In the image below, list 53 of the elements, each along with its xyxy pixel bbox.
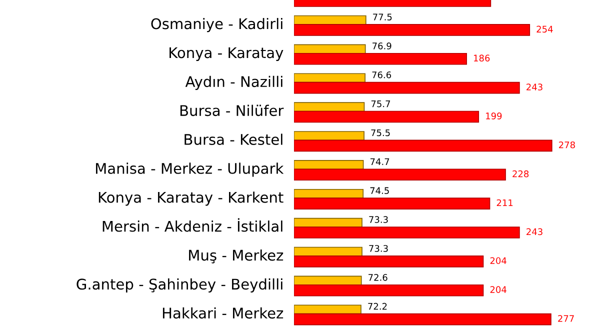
bar [294,218,362,228]
bar [294,102,365,112]
y-tick-label: Osmaniye - Kadirli [151,18,282,32]
bar [294,168,506,181]
bar [294,52,467,65]
y-tick-label: Hakkari - Merkez [162,307,284,319]
data-label: 243 [526,84,542,90]
data-label: 75.7 [371,100,390,108]
y-tick-label: Aydın - Nazilli [185,76,282,90]
y-tick-label: Konya - Karatay - Karkent [98,192,284,206]
data-label: 228 [512,170,529,178]
bar [294,276,362,286]
bar [294,198,490,210]
bar [294,140,552,152]
data-label: 72.2 [368,302,387,310]
data-label: 211 [496,199,513,206]
data-label: 254 [536,26,553,33]
bar [294,15,366,25]
bar [294,73,366,83]
bar [294,110,480,123]
data-label: 74.7 [370,158,390,165]
bar [294,246,362,256]
data-label: 243 [526,228,542,236]
bar [294,44,366,54]
y-tick-label: Mersin - Akdeniz - İstiklal [102,218,282,232]
y-tick-label: Bursa - Nilüfer [180,104,284,116]
y-tick-label: Manisa - Merkez - Ulupark [96,162,284,177]
bar [294,284,484,296]
data-label: 74.5 [370,187,389,194]
data-label: 278 [559,141,575,148]
data-label: 72.6 [368,274,388,281]
y-tick-label: Muş - Merkez [189,249,284,264]
data-label: 73.3 [369,245,388,252]
bar [294,304,362,314]
bar [294,82,520,94]
bar [294,313,552,326]
data-label: 186 [474,54,490,62]
data-label: 204 [490,286,506,293]
data-label: 73.3 [369,216,388,223]
y-tick-label: G.antep - Şahinbey - Beydilli [76,278,282,292]
data-label: 75.5 [371,129,390,136]
bar [294,24,530,36]
bar [294,226,520,238]
data-label: 76.9 [372,42,392,50]
data-label: 204 [490,257,506,264]
data-label: 77.5 [373,14,392,20]
data-label: 277 [558,315,574,322]
bar [294,256,484,268]
y-tick-label: Konya - Karatay [170,47,284,62]
y-tick-label: Bursa - Kestel [184,134,282,145]
data-label: 199 [486,112,502,120]
bar [294,131,364,141]
data-label: 76.6 [372,71,392,78]
